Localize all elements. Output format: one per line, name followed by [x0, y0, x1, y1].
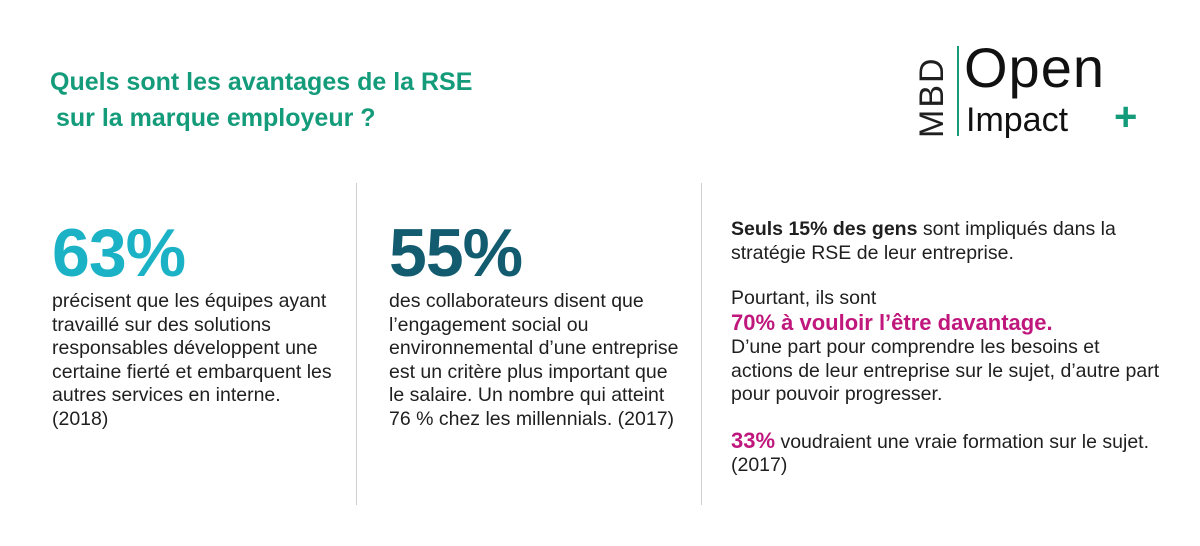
page-title: Quels sont les avantages de la RSE sur l… [50, 64, 472, 136]
stat-column-1: 63% précisent que les équipes ayant trav… [52, 218, 342, 431]
paragraph-desire: Pourtant, ils sont 70% à vouloir l’être … [731, 287, 1161, 407]
training-highlight: 33% [731, 427, 776, 453]
title-line-1: Quels sont les avantages de la RSE [50, 68, 473, 96]
paragraph-training: 33% voudraient une vraie formation sur l… [731, 427, 1161, 478]
desire-rest: D’une part pour comprendre les besoins e… [731, 336, 1160, 405]
logo-open-text: Open [964, 36, 1105, 99]
desire-intro: Pourtant, ils sont [731, 287, 877, 309]
stat-column-3: Seuls 15% des gens sont impliqués dans l… [731, 218, 1161, 478]
title-line-2: sur la marque employeur ? [56, 104, 376, 132]
stat-1-description: précisent que les équipes ayant travaill… [52, 290, 332, 430]
logo-impact-text: Impact [966, 101, 1069, 139]
desire-highlight: 70% à vouloir l’être davantage. [731, 309, 1053, 335]
logo-plus-icon: + [1114, 95, 1138, 139]
paragraph-involvement: Seuls 15% des gens sont impliqués dans l… [731, 218, 1161, 265]
stat-column-2: 55% des collaborateurs disent que l’enga… [389, 218, 681, 431]
stat-2-description: des collaborateurs disent que l’engageme… [389, 290, 679, 430]
involvement-rest: sont impliqués dans la stratégie RSE de … [731, 218, 1116, 264]
column-divider-2 [701, 183, 702, 505]
involvement-strong: Seuls 15% des gens [731, 218, 918, 240]
training-rest: voudraient une vraie formation sur le su… [731, 430, 1149, 477]
column-divider-1 [356, 183, 357, 505]
open-impact-logo: MBD Open Impact + [912, 38, 1162, 147]
stat-63-percent: 63% [52, 215, 186, 291]
stat-55-percent: 55% [389, 215, 523, 291]
logo-mbd-text: MBD [913, 56, 951, 138]
logo-divider-bar [957, 46, 959, 136]
